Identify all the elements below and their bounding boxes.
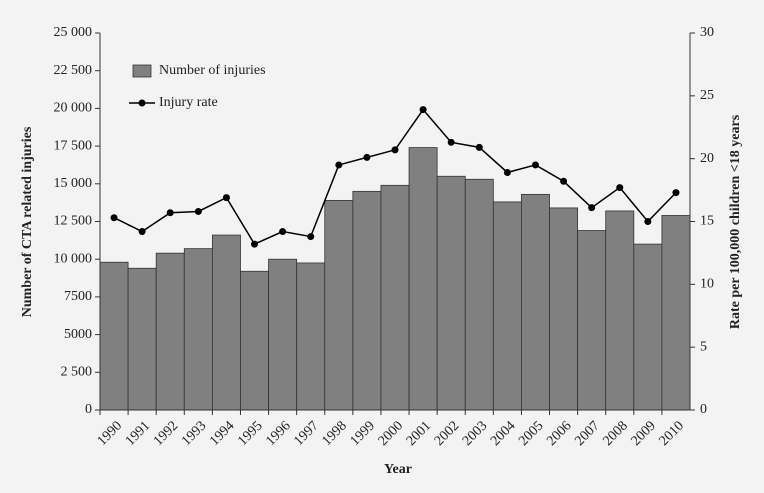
bar	[211, 234, 241, 411]
bar	[633, 243, 663, 411]
y-tick-label: 12 500	[54, 214, 93, 229]
point	[588, 204, 596, 212]
point	[419, 106, 427, 114]
bar	[183, 248, 213, 411]
y-tick-label: 17 500	[54, 138, 93, 153]
bar	[464, 178, 494, 411]
point	[475, 143, 483, 151]
point	[194, 207, 202, 215]
point	[110, 214, 118, 222]
bar	[436, 175, 466, 411]
bar	[268, 258, 298, 411]
y-tick-label: 20 000	[54, 101, 93, 116]
point	[251, 240, 259, 248]
y-tick-label: 10 000	[54, 251, 93, 266]
point	[644, 218, 652, 225]
point	[447, 138, 455, 146]
legend-label: Number of injuries	[159, 63, 266, 78]
point	[307, 233, 315, 241]
y2-tick-label: 30	[700, 25, 714, 40]
bar	[408, 147, 438, 411]
x-axis-title: Year	[384, 462, 412, 477]
y-axis-title: Number of CTA related injuries	[20, 126, 35, 317]
bar	[577, 230, 607, 411]
y2-tick-label: 15	[700, 214, 714, 229]
point	[363, 153, 371, 161]
bar	[296, 262, 326, 411]
point	[335, 161, 343, 169]
y2-tick-label: 0	[700, 402, 707, 417]
legend-swatch	[132, 64, 152, 78]
point	[138, 228, 146, 236]
bar	[352, 190, 382, 411]
point	[560, 177, 568, 185]
bar	[155, 252, 185, 411]
y-tick-label: 2 500	[61, 365, 93, 380]
point	[279, 228, 287, 236]
y2-axis-title: Rate per 100,000 children <18 years	[728, 114, 743, 329]
point	[391, 146, 399, 154]
y-tick-label: 5000	[64, 327, 92, 342]
legend-marker	[138, 99, 146, 107]
bar	[605, 210, 635, 411]
y-tick-label: 15 000	[54, 176, 93, 191]
y-tick-label: 7500	[64, 289, 92, 304]
y2-tick-label: 10	[700, 277, 714, 292]
legend-label: Injury rate	[159, 95, 218, 110]
point	[222, 194, 230, 202]
y2-tick-label: 20	[700, 151, 714, 166]
y-tick-label: 0	[85, 402, 92, 417]
y2-tick-label: 5	[700, 339, 707, 354]
y-tick-label: 25 000	[54, 25, 93, 40]
point	[503, 168, 511, 176]
point	[672, 189, 680, 197]
bar	[661, 215, 691, 411]
y2-tick-label: 25	[700, 88, 714, 103]
bar	[99, 261, 129, 411]
bar	[549, 207, 579, 411]
y-tick-label: 22 500	[54, 63, 93, 78]
bar	[521, 193, 550, 411]
bar	[380, 184, 410, 411]
bar	[240, 270, 269, 411]
bar	[492, 201, 522, 411]
bar	[127, 267, 157, 411]
bar	[324, 199, 354, 411]
point	[531, 161, 539, 169]
point	[616, 184, 624, 192]
point	[166, 209, 174, 217]
